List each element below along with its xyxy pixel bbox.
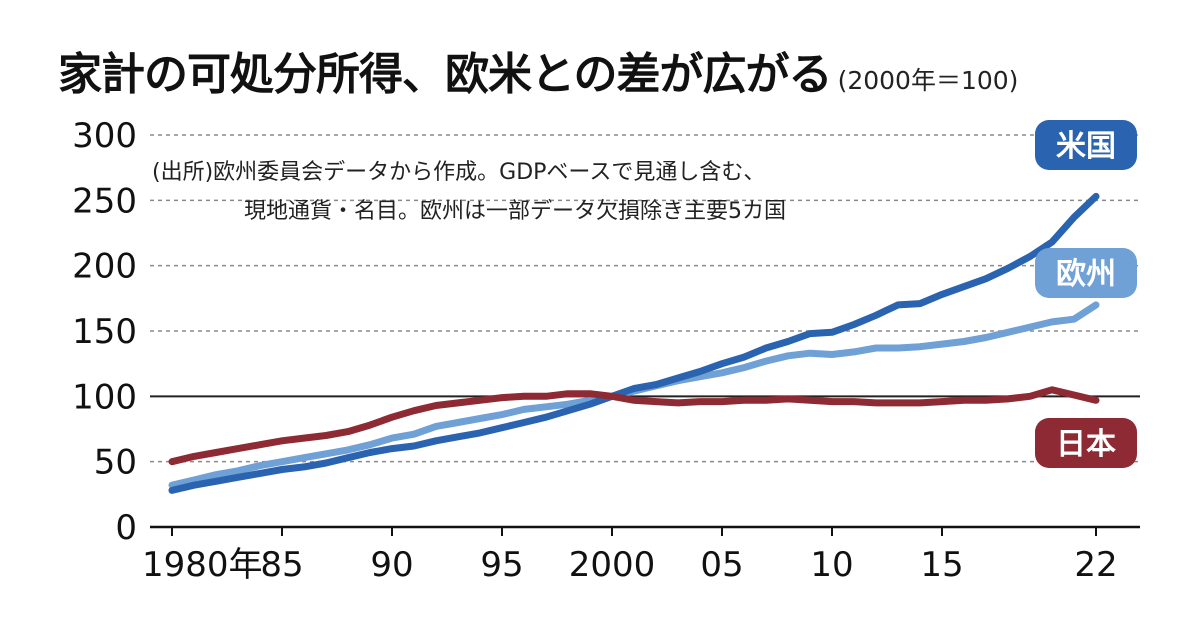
source-note-line-1: (出所)欧州委員会データから作成。GDPベースで見通し含む、	[152, 160, 766, 185]
series-line-日本	[168, 386, 1100, 466]
y-axis-ticks: 0 50 100 150 200 250 300	[72, 116, 137, 548]
badge-background	[1035, 120, 1137, 170]
y-tick-label: 150	[72, 312, 137, 352]
series-line-欧州	[168, 301, 1100, 489]
title-block: 家計の可処分所得、欧米との差が広がる (2000年＝100)	[58, 38, 1018, 102]
y-tick-label: 100	[72, 377, 137, 417]
series-line-米国	[168, 192, 1100, 494]
y-tick-label: 200	[72, 247, 137, 287]
x-tick-label: 22	[1074, 545, 1117, 585]
badge-background	[1035, 248, 1137, 298]
series-lines	[168, 192, 1100, 494]
y-tick-label: 0	[115, 508, 137, 548]
legend-badge-欧州: 欧州	[1035, 248, 1137, 298]
badge-label: 欧州	[1056, 257, 1116, 292]
source-note-line-2: 現地通貨・名目。欧州は一部データ欠損除き主要5カ国	[244, 199, 786, 224]
y-tick-label: 250	[72, 181, 137, 221]
chart-subtitle: (2000年＝100)	[837, 66, 1019, 95]
badge-background	[1035, 418, 1137, 468]
x-tick-label: 90	[370, 545, 413, 585]
legend-badge-米国: 米国	[1035, 120, 1137, 170]
legend-badge-日本: 日本	[1035, 418, 1137, 468]
badge-label: 日本	[1056, 427, 1116, 462]
badge-label: 米国	[1056, 129, 1116, 164]
x-tick-label: 2000	[569, 545, 656, 585]
x-tick-label: 85	[260, 545, 303, 585]
x-tick-label: 10	[810, 545, 853, 585]
y-tick-label: 300	[72, 116, 137, 156]
x-tick-label: 15	[920, 545, 963, 585]
x-tick-label: 05	[700, 545, 743, 585]
x-tick-label: 1980年	[142, 545, 263, 585]
chart-title: 家計の可処分所得、欧米との差が広がる	[58, 49, 833, 100]
y-tick-label: 50	[94, 443, 137, 483]
gridlines	[150, 134, 1140, 529]
x-tick-label: 95	[480, 545, 523, 585]
